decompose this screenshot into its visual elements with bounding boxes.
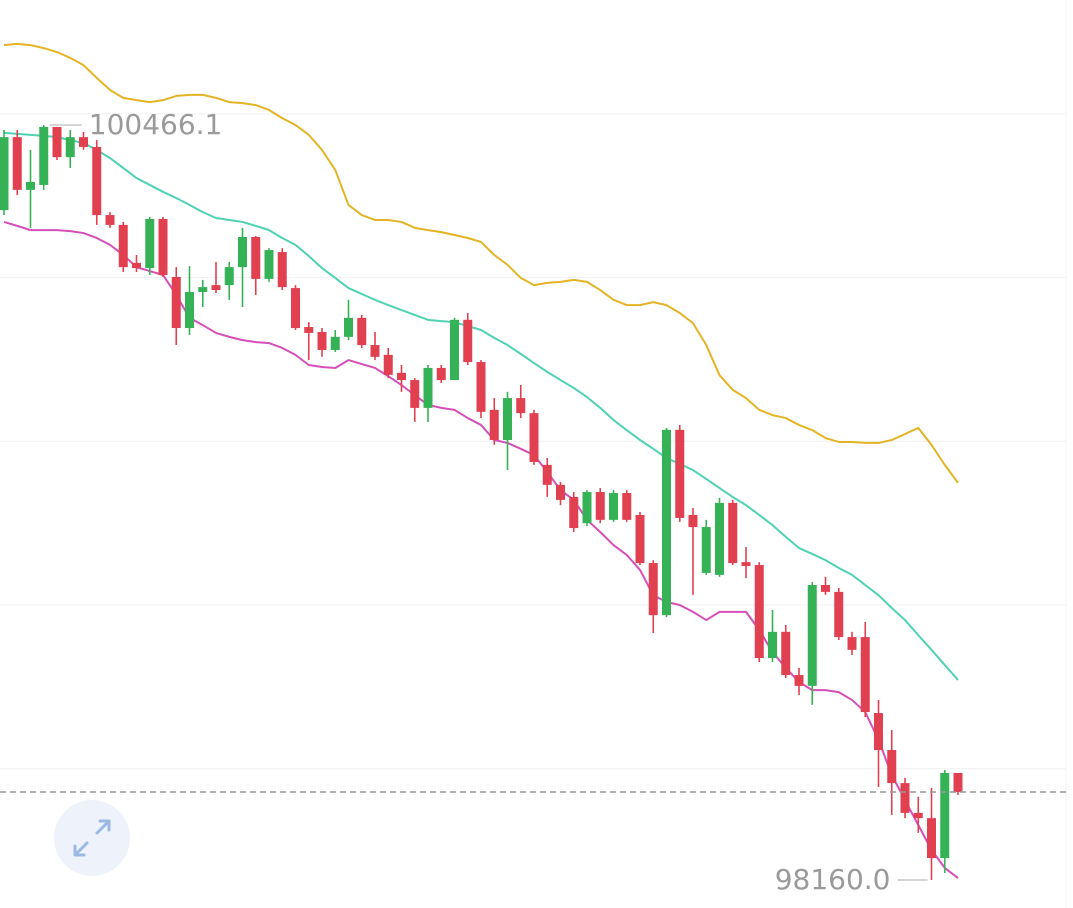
candles <box>0 124 963 881</box>
candle-body <box>913 812 923 819</box>
candle-body <box>26 181 35 190</box>
candle-body <box>357 317 367 346</box>
candle-body <box>768 631 777 659</box>
candle-body <box>701 527 711 573</box>
candle-body <box>582 492 592 524</box>
candle-body <box>874 713 883 751</box>
candle-body <box>635 514 645 564</box>
candle-body <box>503 398 512 440</box>
candle-body <box>463 319 473 363</box>
candle-body <box>569 496 579 529</box>
candle-body <box>105 215 115 225</box>
candle-body <box>450 319 459 381</box>
band-line <box>3 42 959 484</box>
candle-body <box>900 783 910 813</box>
candle-body <box>648 563 658 616</box>
candle-body <box>953 772 963 792</box>
expand-button-bg[interactable] <box>54 800 130 876</box>
expand-button[interactable] <box>54 800 130 876</box>
candle-body <box>609 493 618 520</box>
candle-body <box>397 372 406 381</box>
candle-body <box>489 409 499 440</box>
candle-body <box>132 262 141 269</box>
candle-body <box>688 514 698 528</box>
band-line <box>3 131 959 681</box>
candle-body <box>741 562 751 567</box>
candle-body <box>715 502 724 575</box>
candle-body <box>675 429 685 518</box>
candle-body <box>728 502 738 564</box>
candle-body <box>542 464 552 485</box>
max-label: 100466.1 <box>89 108 223 141</box>
min-label: 98160.0 <box>775 863 891 896</box>
candle-body <box>198 287 208 293</box>
candle-body <box>847 637 857 650</box>
candle-body <box>754 565 764 659</box>
candle-body <box>807 585 817 686</box>
candle-body <box>145 218 155 269</box>
candle-body <box>304 327 314 333</box>
candle-body <box>344 317 353 337</box>
candle-body <box>860 637 870 713</box>
candle-body <box>595 492 605 520</box>
candle-body <box>529 413 539 462</box>
candle-body <box>118 224 128 268</box>
candle-body <box>423 367 433 408</box>
candle-body <box>821 585 830 592</box>
candle-body <box>238 237 247 268</box>
candle-body <box>211 285 221 291</box>
candle-body <box>251 237 261 279</box>
candle-body <box>65 137 75 158</box>
candle-body <box>940 772 950 859</box>
candle-body <box>39 126 49 185</box>
candle-body <box>622 493 632 520</box>
overlay: 100466.1 98160.0 <box>0 108 1066 896</box>
expand-icon[interactable] <box>73 819 111 857</box>
candle-body <box>224 267 234 286</box>
candle-body <box>0 137 9 211</box>
candle-body <box>370 345 380 357</box>
candle-body <box>185 292 194 329</box>
candle-body <box>887 750 897 784</box>
candle-body <box>79 137 88 147</box>
candle-body <box>927 818 936 859</box>
candle-body <box>556 484 565 500</box>
candle-body <box>834 591 844 638</box>
candle-body <box>264 250 274 279</box>
candle-body <box>781 631 791 676</box>
candle-body <box>277 252 287 288</box>
candle-body <box>291 288 300 329</box>
candle-body <box>794 675 804 686</box>
candle-body <box>92 146 102 216</box>
candle-body <box>476 362 486 412</box>
candle-body <box>383 354 393 375</box>
candle-body <box>410 380 420 408</box>
candle-body <box>330 336 340 350</box>
candle-body <box>662 429 671 616</box>
candle-body <box>516 398 526 414</box>
candle-body <box>158 218 168 275</box>
candle-body <box>12 137 22 190</box>
candle-body <box>317 331 327 350</box>
candle-body <box>436 367 446 381</box>
candle-body <box>52 126 62 158</box>
candle-body <box>171 276 181 329</box>
